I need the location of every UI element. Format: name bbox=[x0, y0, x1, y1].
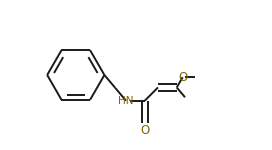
Text: O: O bbox=[178, 71, 187, 84]
Text: O: O bbox=[140, 124, 149, 137]
Text: HN: HN bbox=[118, 96, 134, 106]
